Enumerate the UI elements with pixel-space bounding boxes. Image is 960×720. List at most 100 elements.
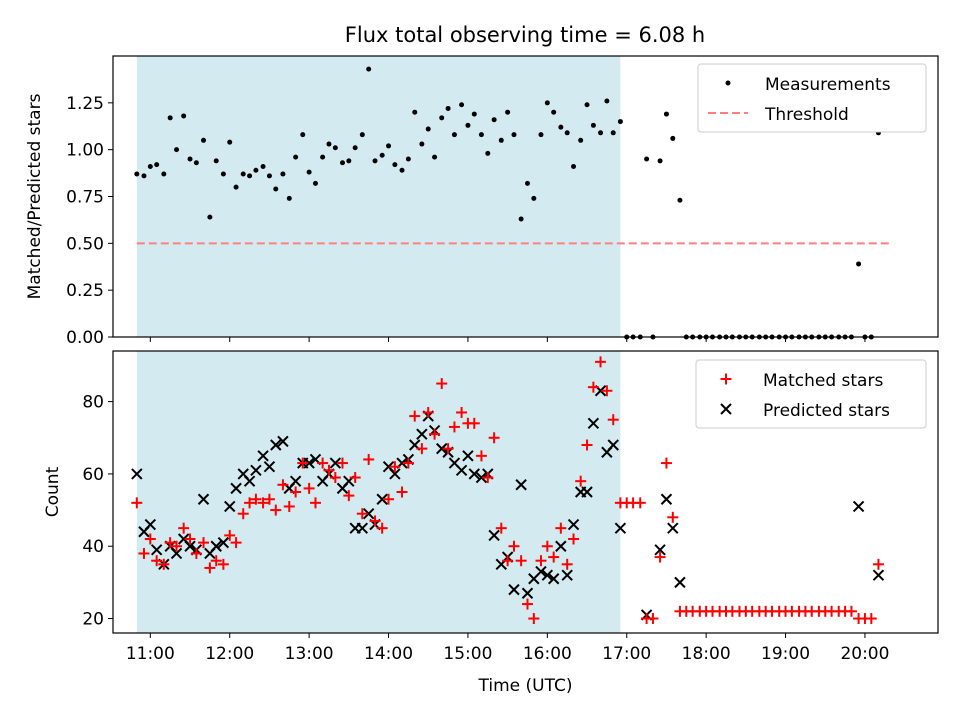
x-axis-label: Time (UTC): [478, 676, 573, 696]
predicted-point: [376, 493, 388, 505]
predicted-point: [356, 522, 369, 534]
matched-point: [138, 547, 150, 559]
measurement-point: [339, 160, 345, 166]
predicted-point: [270, 439, 282, 451]
matched-point: [521, 598, 533, 610]
predicted-point: [150, 544, 163, 556]
measurement-point: [134, 171, 140, 177]
x-tick-label: 20:00: [840, 644, 889, 664]
predicted-point: [462, 450, 474, 462]
x-tick-label: 11:00: [126, 644, 175, 664]
matched-point: [356, 508, 368, 520]
matched-point: [277, 479, 289, 491]
bottom-x-ticks: 11:00 12:00 13:00 14:00 15:00 16:00 17:00 18:00…: [126, 633, 889, 664]
matched-point: [303, 482, 315, 494]
matched-point: [535, 555, 547, 567]
predicted-point: [607, 439, 619, 451]
measurement-point: [425, 126, 431, 132]
measurement-point: [220, 171, 226, 177]
top-y-tick-label: 0.75: [66, 188, 104, 208]
measurement-point: [161, 171, 167, 177]
matched-point: [204, 562, 216, 574]
matched-point: [309, 497, 321, 509]
predicted-point: [416, 428, 428, 440]
predicted-point: [197, 493, 210, 505]
matched-point: [667, 511, 679, 523]
predicted-point: [468, 468, 480, 480]
matched-point: [237, 508, 249, 520]
matched-point: [528, 613, 540, 625]
measurement-point: [187, 156, 193, 162]
measurement-point: [471, 111, 477, 117]
matched-point: [508, 540, 520, 552]
measurement-point: [419, 141, 425, 147]
measurement-point: [300, 132, 306, 138]
measurement-point: [564, 130, 570, 136]
matched-point: [568, 533, 580, 545]
legend-predicted-marker: [720, 403, 732, 415]
matched-point: [654, 551, 666, 563]
measurement-point: [392, 162, 398, 168]
matched-point: [429, 428, 441, 440]
matched-point: [456, 406, 468, 418]
predicted-point: [674, 576, 686, 589]
measurement-point: [326, 141, 332, 147]
x-tick-label: 18:00: [682, 644, 731, 664]
predicted-point: [362, 507, 375, 520]
matched-point: [184, 533, 196, 545]
measurement-point: [598, 130, 604, 136]
matched-point: [468, 417, 480, 429]
measurement-point: [213, 158, 219, 164]
predicted-point: [581, 486, 593, 498]
measurement-point: [379, 152, 385, 158]
matched-point: [634, 497, 646, 509]
matched-point: [290, 486, 302, 498]
matched-point: [224, 529, 236, 541]
measurement-point: [511, 132, 517, 138]
measurement-point: [193, 160, 199, 166]
predicted-point: [667, 522, 679, 534]
matched-point: [283, 500, 295, 512]
measurement-point: [617, 119, 623, 125]
predicted-point: [852, 500, 865, 513]
matched-point: [555, 522, 567, 534]
predicted-point: [455, 464, 468, 477]
bottom-y-tick-label: 80: [82, 393, 104, 413]
measurement-point: [273, 186, 279, 192]
top-y-tick-label: 0.50: [66, 234, 104, 254]
measurement-point: [372, 158, 378, 164]
measurement-point: [320, 154, 326, 160]
measurement-point: [147, 164, 153, 170]
x-tick-label: 16:00: [523, 644, 572, 664]
predicted-point: [535, 565, 547, 578]
bottom-y-tick-label: 60: [82, 465, 104, 485]
predicted-point: [614, 522, 627, 534]
matched-point: [343, 490, 355, 502]
matched-point: [436, 378, 448, 390]
measurement-point: [498, 137, 504, 143]
measurement-point: [571, 164, 577, 170]
measurement-point: [551, 109, 557, 115]
matched-point: [210, 555, 222, 567]
matched-point: [369, 515, 381, 527]
matched-point: [601, 385, 613, 397]
measurement-point: [207, 214, 213, 220]
matched-point: [323, 464, 335, 476]
top-y-ticks: 0.00 0.25 0.50 0.75 1.00 1.25: [66, 94, 113, 348]
measurement-point: [386, 143, 392, 149]
matched-point: [131, 497, 143, 509]
top-y-tick-label: 0.00: [66, 328, 104, 348]
measurement-point: [253, 167, 259, 173]
matched-point: [607, 414, 619, 426]
top-frame: [112, 55, 939, 338]
measurement-point: [491, 117, 497, 123]
matched-point: [581, 439, 593, 451]
matched-point: [872, 558, 884, 570]
measurement-point: [451, 132, 457, 138]
measurement-point: [293, 154, 299, 160]
top-observing-window: [136, 56, 621, 337]
measurement-point: [538, 132, 544, 138]
top-legend: Measurements Threshold: [697, 63, 927, 133]
measurement-point: [518, 216, 524, 222]
